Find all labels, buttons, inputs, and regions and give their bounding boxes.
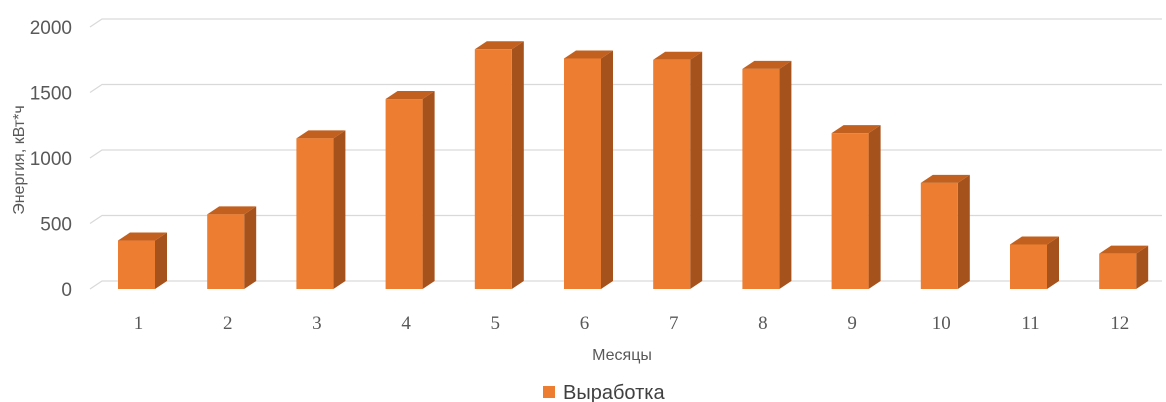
bar-top bbox=[474, 41, 524, 50]
bar-front bbox=[474, 49, 512, 289]
bar-front bbox=[385, 99, 423, 289]
bar-front bbox=[831, 133, 869, 289]
x-tick-label: 1 bbox=[134, 313, 144, 334]
y-axis-ticks: 0 500 1000 1500 2000 bbox=[30, 18, 72, 301]
legend-label-vyrabotka: Выработка bbox=[563, 382, 665, 402]
bar bbox=[1099, 245, 1149, 289]
x-tick-label: 8 bbox=[758, 313, 768, 334]
bar-top bbox=[564, 50, 613, 59]
y-axis-title: Энергия, кВт*ч bbox=[11, 105, 28, 215]
x-axis-ticks: 1 2 3 4 5 6 7 8 9 10 11 12 bbox=[134, 313, 1129, 334]
bar-top bbox=[831, 125, 881, 134]
bar bbox=[653, 51, 703, 289]
gridline bbox=[89, 214, 1162, 224]
bar-top bbox=[1010, 236, 1059, 245]
bar-side bbox=[1136, 245, 1149, 289]
bars bbox=[118, 41, 1149, 289]
gridline bbox=[89, 280, 1162, 290]
bar-top bbox=[207, 206, 257, 215]
legend-swatch bbox=[543, 386, 555, 398]
bar-top bbox=[653, 51, 703, 60]
y-tick-label: 1000 bbox=[30, 149, 72, 170]
bar-top bbox=[742, 60, 792, 69]
bar-front bbox=[1099, 253, 1137, 289]
x-tick-label: 4 bbox=[401, 313, 411, 334]
bar-side bbox=[779, 60, 792, 289]
bar bbox=[831, 125, 881, 289]
bar-top bbox=[920, 174, 970, 183]
x-tick-label: 12 bbox=[1110, 313, 1129, 334]
bar-side bbox=[422, 91, 435, 289]
bar bbox=[564, 50, 613, 289]
bar-front bbox=[1010, 244, 1047, 289]
x-tick-label: 3 bbox=[312, 313, 322, 334]
bar-top bbox=[118, 232, 167, 241]
y-tick-label: 0 bbox=[61, 280, 72, 301]
gridlines bbox=[89, 18, 1162, 290]
bar bbox=[118, 232, 167, 289]
bar-side bbox=[155, 232, 167, 289]
bar-top bbox=[296, 130, 346, 139]
x-tick-label: 7 bbox=[669, 313, 679, 334]
bar bbox=[474, 41, 524, 289]
x-tick-label: 9 bbox=[847, 313, 857, 334]
gridline bbox=[89, 83, 1162, 93]
x-tick-label: 5 bbox=[491, 313, 501, 334]
y-tick-label: 500 bbox=[40, 215, 72, 236]
bar bbox=[207, 206, 257, 289]
bar bbox=[385, 91, 435, 289]
bar-side bbox=[957, 174, 970, 289]
bar-side bbox=[333, 130, 346, 289]
bar-side bbox=[1047, 236, 1059, 289]
bar-side bbox=[601, 50, 613, 289]
bar bbox=[920, 174, 970, 289]
bar-side bbox=[868, 125, 881, 289]
gridline bbox=[89, 149, 1162, 159]
bar bbox=[1010, 236, 1059, 289]
bar-top bbox=[1099, 245, 1149, 254]
y-tick-label: 1500 bbox=[30, 84, 72, 105]
bar-side bbox=[244, 206, 257, 289]
x-tick-label: 10 bbox=[932, 313, 951, 334]
x-tick-label: 11 bbox=[1021, 313, 1039, 334]
bar-side bbox=[511, 41, 524, 289]
bar-front bbox=[742, 68, 780, 289]
bar bbox=[742, 60, 792, 289]
bar-front bbox=[653, 59, 691, 289]
x-axis-title: Месяцы bbox=[592, 347, 652, 364]
x-tick-label: 6 bbox=[580, 313, 590, 334]
bar-front bbox=[207, 214, 245, 289]
bar bbox=[296, 130, 346, 289]
x-tick-label: 2 bbox=[223, 313, 233, 334]
bar-front bbox=[296, 138, 334, 289]
y-tick-label: 2000 bbox=[30, 18, 72, 39]
legend: Выработка bbox=[543, 382, 665, 402]
bar-front bbox=[118, 240, 155, 289]
bar-front bbox=[564, 58, 601, 289]
bar-top bbox=[385, 91, 435, 100]
bar-side bbox=[690, 51, 703, 289]
bar-front bbox=[920, 182, 958, 289]
gridline bbox=[89, 18, 1162, 28]
